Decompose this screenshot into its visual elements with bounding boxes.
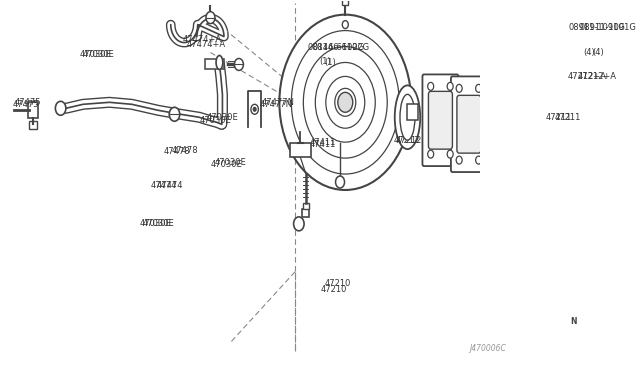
Circle shape	[251, 104, 259, 114]
Text: 47212: 47212	[396, 136, 422, 145]
FancyBboxPatch shape	[342, 0, 348, 5]
Circle shape	[206, 12, 215, 23]
Text: 47030E: 47030E	[83, 50, 115, 59]
Text: 47211: 47211	[555, 113, 581, 122]
Circle shape	[280, 15, 412, 190]
Circle shape	[447, 82, 453, 90]
Text: (4): (4)	[593, 48, 604, 57]
Text: (1): (1)	[319, 57, 331, 66]
Circle shape	[476, 156, 482, 164]
Text: (4): (4)	[583, 48, 595, 57]
Circle shape	[338, 92, 353, 112]
Text: 47477N: 47477N	[260, 100, 293, 109]
FancyBboxPatch shape	[428, 92, 452, 149]
Text: 47030E: 47030E	[79, 50, 111, 59]
Text: 47474: 47474	[157, 182, 183, 190]
FancyBboxPatch shape	[408, 104, 418, 120]
Text: (1): (1)	[324, 58, 336, 67]
Text: 47475: 47475	[14, 98, 41, 107]
Text: 47211: 47211	[546, 113, 572, 122]
Text: 47212+A: 47212+A	[577, 72, 616, 81]
Circle shape	[447, 150, 453, 158]
Text: N: N	[570, 317, 576, 326]
Text: 47478: 47478	[172, 145, 198, 155]
FancyBboxPatch shape	[290, 143, 311, 157]
Text: 47474+A: 47474+A	[186, 40, 226, 49]
Circle shape	[234, 58, 243, 70]
FancyBboxPatch shape	[422, 74, 458, 166]
Text: J470006C: J470006C	[469, 344, 506, 353]
Circle shape	[342, 20, 348, 29]
Circle shape	[428, 150, 434, 158]
FancyBboxPatch shape	[457, 95, 481, 153]
Text: 47212: 47212	[393, 136, 420, 145]
Text: 47030E: 47030E	[140, 219, 171, 228]
Text: 47474+A: 47474+A	[183, 35, 222, 44]
FancyBboxPatch shape	[302, 209, 309, 217]
Text: 47030E: 47030E	[143, 219, 175, 228]
Circle shape	[456, 156, 462, 164]
Text: 47212+A: 47212+A	[568, 72, 607, 81]
FancyBboxPatch shape	[205, 60, 224, 70]
Text: B: B	[296, 219, 301, 228]
Text: 08911-1091G: 08911-1091G	[568, 23, 625, 32]
Text: 47210: 47210	[321, 285, 347, 294]
Text: 47474: 47474	[150, 182, 177, 190]
Text: 47030E: 47030E	[207, 113, 239, 122]
Text: 47411: 47411	[310, 140, 337, 149]
Circle shape	[476, 84, 482, 92]
Circle shape	[335, 176, 344, 188]
Circle shape	[568, 314, 579, 328]
Circle shape	[56, 101, 66, 115]
Text: 47030E: 47030E	[211, 160, 242, 169]
FancyBboxPatch shape	[303, 203, 308, 209]
Text: 08146-6102G: 08146-6102G	[312, 43, 369, 52]
FancyBboxPatch shape	[28, 102, 38, 118]
Text: 08911-1091G: 08911-1091G	[579, 23, 636, 32]
Circle shape	[485, 119, 493, 129]
Ellipse shape	[400, 94, 415, 140]
Circle shape	[294, 217, 304, 231]
Text: 08146-6102G: 08146-6102G	[307, 43, 364, 52]
Circle shape	[169, 107, 180, 121]
Circle shape	[456, 84, 462, 92]
Text: 47478: 47478	[164, 147, 191, 155]
Text: 47475: 47475	[13, 100, 39, 109]
Text: 47477N: 47477N	[261, 98, 294, 107]
Ellipse shape	[216, 55, 223, 70]
Circle shape	[253, 107, 256, 111]
FancyBboxPatch shape	[29, 121, 36, 129]
Ellipse shape	[395, 86, 420, 149]
Circle shape	[428, 82, 434, 90]
FancyBboxPatch shape	[451, 76, 487, 172]
Text: 47210: 47210	[324, 279, 351, 288]
Text: 47030E: 47030E	[214, 158, 246, 167]
Text: 47030E: 47030E	[200, 116, 232, 125]
Text: 47411: 47411	[310, 138, 337, 147]
